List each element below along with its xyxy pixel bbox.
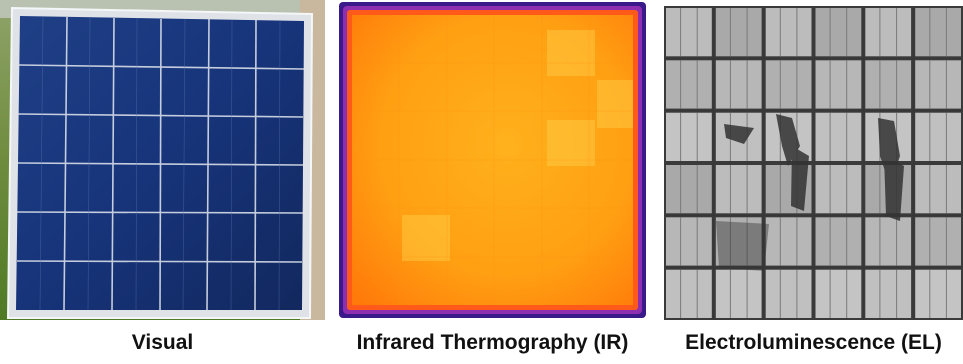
el-cell [664,6,714,59]
el-cell [713,110,764,163]
el-cell [713,267,764,320]
visual-solar-panel-image [0,0,325,320]
el-cell [763,6,814,59]
el-cell [763,215,814,268]
el-cell [813,163,864,216]
el-cell [664,110,714,163]
el-caption: Electroluminescence (EL) [685,331,942,354]
el-cell [863,6,914,59]
visual-photo [0,0,325,320]
el-cell [713,215,764,268]
el-cell [913,163,963,216]
ir-caption: Infrared Thermography (IR) [356,331,629,354]
el-cell [813,58,864,111]
el-cell [913,58,963,111]
ir-heatmap [337,0,648,320]
el-cell [863,58,914,111]
visual-caption: Visual [131,331,194,354]
el-grayscale-panel [664,6,963,320]
el-cell [763,58,814,111]
el-cell [713,163,764,216]
el-cell [713,58,764,111]
el-cell [813,110,864,163]
el-cell [913,110,963,163]
el-cell [913,267,963,320]
el-cell [813,215,864,268]
el-cell [664,163,714,216]
el-cell [763,267,814,320]
el-cell [913,6,963,59]
el-cell [863,267,914,320]
el-cell [913,215,963,268]
el-cell [713,6,764,59]
el-cell [664,215,714,268]
el-image [664,6,963,320]
el-cell [813,267,864,320]
el-cell [664,58,714,111]
el-cell [664,267,714,320]
el-cell [863,215,914,268]
el-cell [813,6,864,59]
ir-thermography-image [337,0,648,320]
